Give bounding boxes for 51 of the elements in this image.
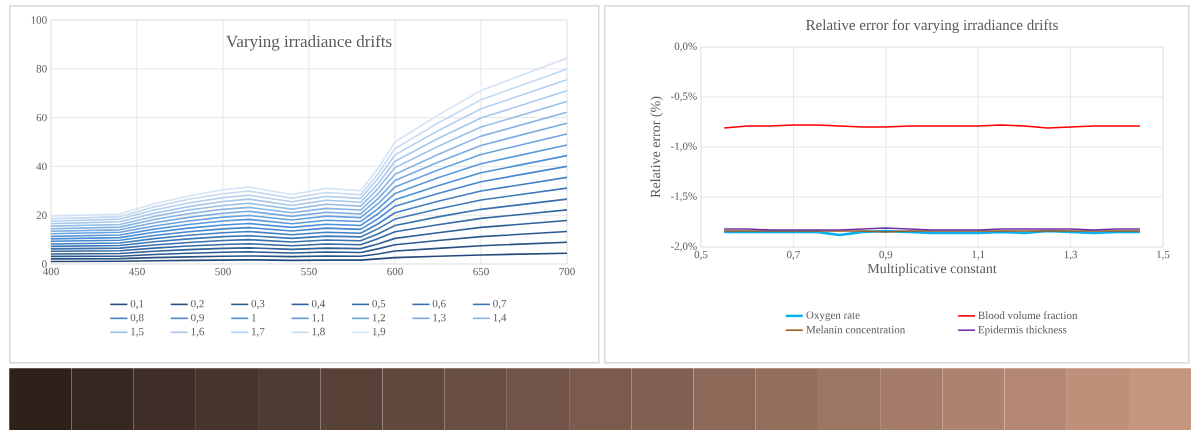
y-tick-label: 0,0% xyxy=(674,42,697,52)
legend-label: Epidermis thickness xyxy=(978,325,1067,336)
legend-label: 0,5 xyxy=(372,299,386,309)
legend-label: 1,1 xyxy=(312,313,325,323)
y-tick-label: -1,0% xyxy=(670,142,697,152)
y-tick-label: 40 xyxy=(36,162,47,171)
legend-label: Melanin concentration xyxy=(806,325,906,334)
x-tick-label: 1,3 xyxy=(1064,250,1078,260)
legend-label: 0,9 xyxy=(191,313,204,323)
y-tick-label: 60 xyxy=(36,113,47,122)
text: Varying irradiance drifts xyxy=(226,34,392,51)
y-tick-label: -1,5% xyxy=(670,192,697,202)
y-tick-label: 20 xyxy=(36,211,47,219)
x-tick-label: 550 xyxy=(301,267,317,276)
legend-label: Oxygen rate xyxy=(806,311,860,322)
x-tick-label: 0,9 xyxy=(879,250,893,260)
y-tick-label: -2,0% xyxy=(670,242,697,252)
legend-label: 0,4 xyxy=(311,299,326,309)
legend-label: 1,2 xyxy=(372,313,386,323)
y-tick-label: 0 xyxy=(42,260,47,268)
x-tick-label: 600 xyxy=(387,267,403,276)
x-axis-title: Multiplicative constant xyxy=(867,263,997,277)
x-tick-label: 0,5 xyxy=(694,250,708,260)
x-tick-label: 450 xyxy=(128,267,145,276)
x-tick-label: 1,1 xyxy=(972,250,985,260)
legend-label: 1,3 xyxy=(433,313,446,323)
legend-label: 0,1 xyxy=(130,299,144,309)
x-tick-label: 650 xyxy=(473,267,489,276)
y-tick-label: 80 xyxy=(36,65,47,73)
y-tick-label: 100 xyxy=(31,16,47,24)
y-tick-label: -0,5% xyxy=(670,92,697,102)
legend-label: 0,7 xyxy=(493,299,507,309)
legend-label: 1,8 xyxy=(312,327,325,337)
legend-label: 0,2 xyxy=(191,299,204,309)
x-tick-label: 1,5 xyxy=(1157,250,1170,260)
x-tick-label: 700 xyxy=(559,267,575,276)
legend-label: Blood volume fraction xyxy=(978,311,1078,320)
legend-label: 1 xyxy=(252,313,256,322)
legend-label: 0,8 xyxy=(130,313,144,323)
legend-label: 1,9 xyxy=(372,327,386,337)
legend-label: 1,7 xyxy=(252,327,265,337)
legend-label: 1,6 xyxy=(191,327,205,337)
legend-label: 1,5 xyxy=(131,327,144,337)
legend-label: 0,6 xyxy=(432,299,446,309)
y-axis-title: Relative error (%) xyxy=(650,96,664,198)
x-tick-label: 500 xyxy=(215,267,231,276)
x-tick-label: 400 xyxy=(42,267,59,276)
legend-label: 0,3 xyxy=(251,299,265,309)
legend-label: 1,4 xyxy=(493,313,507,323)
chart-title: Relative error for varying irradiance drifts xyxy=(806,19,1058,34)
x-tick-label: 0,7 xyxy=(786,250,800,260)
